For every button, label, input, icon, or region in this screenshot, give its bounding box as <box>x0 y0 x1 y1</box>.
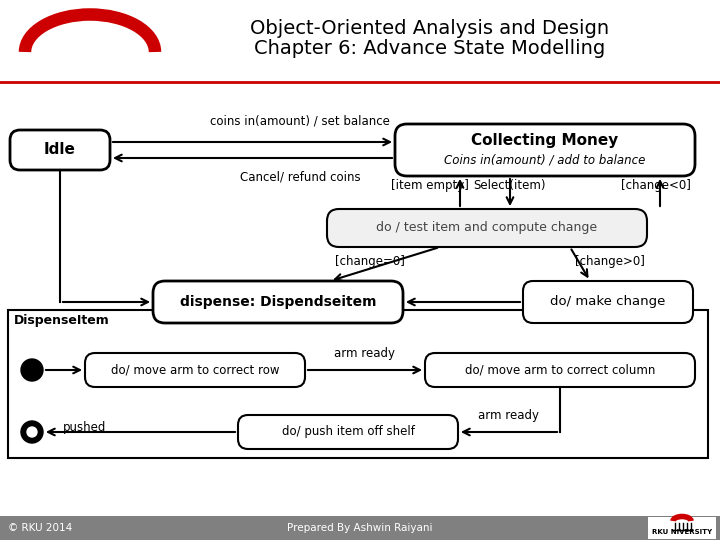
Text: Idle: Idle <box>44 143 76 158</box>
Text: pushed: pushed <box>63 421 107 434</box>
Text: Cancel/ refund coins: Cancel/ refund coins <box>240 170 360 183</box>
Text: RKU NIVERSITY: RKU NIVERSITY <box>652 529 712 535</box>
Text: do/ move arm to correct row: do/ move arm to correct row <box>111 363 279 376</box>
Text: Select(item): Select(item) <box>474 179 546 192</box>
Text: [change<0]: [change<0] <box>621 179 691 192</box>
Text: do/ move arm to correct column: do/ move arm to correct column <box>465 363 655 376</box>
Circle shape <box>21 359 43 381</box>
FancyBboxPatch shape <box>327 209 647 247</box>
Text: coins in(amount) / set balance: coins in(amount) / set balance <box>210 115 390 128</box>
Text: do / test item and compute change: do / test item and compute change <box>377 221 598 234</box>
FancyBboxPatch shape <box>153 281 403 323</box>
Text: Coins in(amount) / add to balance: Coins in(amount) / add to balance <box>444 153 646 166</box>
Bar <box>8 310 708 458</box>
Text: [change=0]: [change=0] <box>335 255 405 268</box>
Text: Object-Oriented Analysis and Design: Object-Oriented Analysis and Design <box>251 18 610 37</box>
FancyBboxPatch shape <box>425 353 695 387</box>
Text: arm ready: arm ready <box>335 347 395 360</box>
Text: [item empty]: [item empty] <box>391 179 469 192</box>
Text: arm ready: arm ready <box>479 409 539 422</box>
FancyBboxPatch shape <box>523 281 693 323</box>
FancyBboxPatch shape <box>85 353 305 387</box>
Text: do/ push item off shelf: do/ push item off shelf <box>282 426 415 438</box>
Circle shape <box>21 421 43 443</box>
Circle shape <box>27 427 37 437</box>
Text: do/ make change: do/ make change <box>550 295 666 308</box>
FancyBboxPatch shape <box>238 415 458 449</box>
FancyBboxPatch shape <box>395 124 695 176</box>
Text: Collecting Money: Collecting Money <box>472 132 618 147</box>
Bar <box>0 516 720 540</box>
Text: Chapter 6: Advance State Modelling: Chapter 6: Advance State Modelling <box>254 38 606 57</box>
Text: Prepared By Ashwin Raiyani: Prepared By Ashwin Raiyani <box>287 523 433 533</box>
Text: [change>0]: [change>0] <box>575 255 645 268</box>
Text: DispenseItem: DispenseItem <box>14 314 109 327</box>
FancyBboxPatch shape <box>10 130 110 170</box>
Text: © RKU 2014: © RKU 2014 <box>8 523 72 533</box>
Bar <box>648 517 716 539</box>
Text: dispense: Dispendseitem: dispense: Dispendseitem <box>180 295 377 309</box>
